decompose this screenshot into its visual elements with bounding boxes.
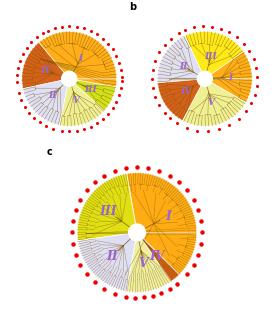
Circle shape [197,71,212,86]
Text: c: c [47,147,53,157]
Text: I: I [79,54,83,63]
Wedge shape [143,232,197,275]
Wedge shape [185,32,244,75]
Text: I: I [165,210,171,223]
Text: V: V [73,96,80,105]
Text: IV: IV [149,250,165,263]
Text: IV: IV [180,87,191,96]
Circle shape [129,224,145,241]
Text: III: III [204,52,217,61]
Wedge shape [78,234,136,291]
Text: II: II [106,250,118,263]
Text: II: II [48,91,56,100]
Text: V: V [139,256,149,270]
Circle shape [62,71,77,86]
Wedge shape [39,32,116,79]
Text: b: b [129,2,136,12]
Text: III: III [99,205,116,218]
Text: III: III [85,85,97,94]
Wedge shape [142,238,179,281]
Wedge shape [59,84,104,126]
Text: IV: IV [41,66,52,76]
Wedge shape [211,51,252,79]
Text: I: I [228,73,232,82]
Text: II: II [179,62,188,71]
Wedge shape [211,79,252,102]
Wedge shape [23,80,68,125]
Text: V: V [208,98,215,107]
Wedge shape [76,79,116,87]
Wedge shape [75,80,116,110]
Wedge shape [22,42,64,89]
Wedge shape [127,173,197,232]
Wedge shape [182,83,246,126]
Wedge shape [77,173,136,241]
Wedge shape [158,80,201,121]
Wedge shape [127,239,171,292]
Wedge shape [158,36,202,83]
